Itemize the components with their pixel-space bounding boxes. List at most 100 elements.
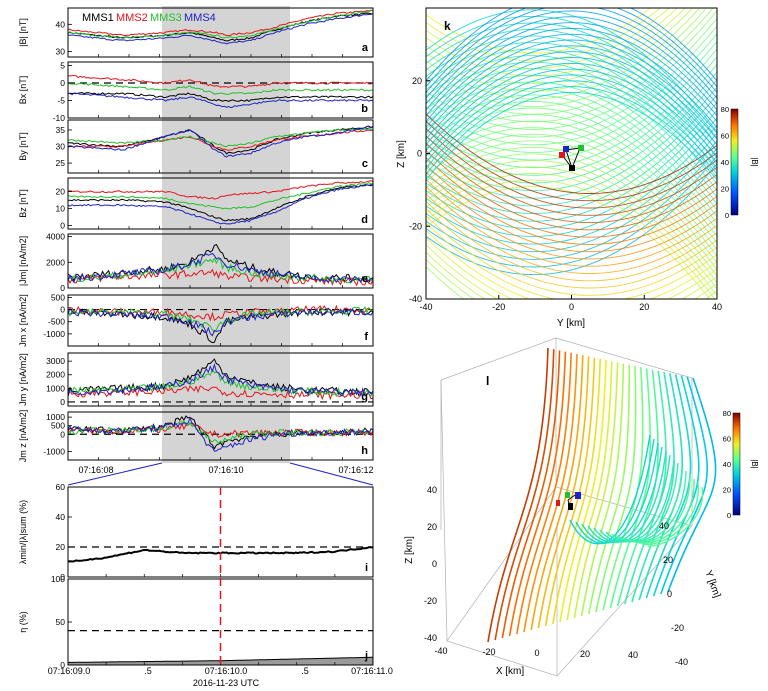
y-axis-label: By [nT] [18,132,28,161]
y-tick-label: 3000 [46,356,65,366]
y-tick-label: 20 [56,542,66,552]
y-tick-label: -500 [48,317,65,327]
y-tick-label: 500 [51,421,65,431]
panel-k-xlabel: Y [km] [557,318,585,329]
bottom-time-tick: 07:16:09.0 [48,666,91,676]
colorbar-tick: 80 [723,409,731,418]
colorbar-l [732,412,741,516]
y-axis-label: |Jm| [nA/m2] [18,236,28,286]
series-line-mms1 [67,92,374,103]
y-tick-label: 35 [56,125,66,135]
panel-d: 0 10 20 Bz [nT] d [18,177,374,231]
l-x-tick: 40 [628,650,638,660]
mms3-marker [578,145,584,151]
panel-label: e [362,273,368,285]
panel-l-ylabel: Y [km] [702,569,722,599]
series-line-mms4 [67,92,374,109]
y-tick-label: 40 [56,512,66,522]
k-y-tick: -20 [409,221,422,231]
y-tick-label: 0 [60,283,65,293]
legend: MMS1 MMS2 MMS3 MMS4 [82,12,216,24]
colorbar-k [730,108,739,216]
panel-l-xlabel: X [km] [496,666,525,677]
series-line-mms2 [67,75,374,89]
bottom-time-tick: 07:16:10.0 [205,666,248,676]
colorbar-tick: 0 [725,211,729,220]
y-tick-label: 500 [51,292,65,302]
top-time-tick: 07:16:10 [208,465,243,475]
panel-b: -10 -5 0 5 Bx [nT] b [18,61,374,123]
y-axis-label: η (%) [18,611,28,633]
panel-f: -1000 -500 0 500 Jm x [nA/m2] f [18,292,374,347]
legend-mms4: MMS4 [184,12,216,24]
k-y-tick: 20 [412,76,422,86]
y-tick-label: 30 [56,47,66,57]
colorbar-k-label: |B| [750,157,759,167]
k-y-tick: -40 [409,294,422,304]
mms2-marker [559,152,565,158]
y-tick-label: 30 [56,142,66,152]
y-tick-label: 50 [56,617,66,627]
panel-l-lines [487,347,717,643]
y-tick-label: 60 [56,482,66,492]
y-axis-label: Bz [nT] [18,189,28,218]
colorbar-k-ticks: 0 20 40 60 80 [721,105,729,220]
series-line-mms1 [67,183,374,222]
l-z-tick: 40 [427,485,437,495]
y-tick-label: -1000 [43,446,65,456]
k-x-tick: -20 [492,302,505,312]
k-x-tick: 0 [569,302,574,312]
time-series-panels: 30 40 |B| [nT] a -10 -5 0 5 Bx [nT] b 25 30 35 By [nT… [18,7,374,670]
panel-label: f [364,331,368,343]
y-tick-label: 20 [56,187,66,197]
k-x-tick: -40 [419,302,432,312]
series-line-mms1 [67,358,374,397]
panel-label: h [361,445,368,457]
panel-label-l: l [486,374,489,388]
panel-j: 0 50 100 η (%) j [18,574,374,670]
top-time-axis: 07:16:08 07:16:10 07:16:12 [78,465,373,475]
panel-label: j [364,650,368,662]
series-line-mms4 [67,126,374,158]
k-x-tick: 20 [639,302,649,312]
panel-label-k: k [444,19,451,33]
y-tick-label: 2000 [46,257,65,267]
y-axis-label: Bx [nT] [18,76,28,105]
series-line-mms2 [67,422,374,439]
y-tick-label: 0 [60,660,65,670]
legend-mms2: MMS2 [116,12,148,24]
y-tick-label: -1000 [43,329,65,339]
y-tick-label: -5 [57,96,65,106]
colorbar-tick: 20 [723,486,731,495]
y-axis-label: Jm z [nA/m2] [18,410,28,463]
spacecraft-tetrahedron-k [559,145,584,171]
colorbar-tick: 40 [723,460,731,469]
l-y-tick: -20 [671,623,684,633]
l-x-tick: -20 [482,647,495,657]
bottom-time-tick: .5 [301,666,309,676]
bottom-time-tick: .5 [144,666,152,676]
colorbar-tick: 60 [721,132,729,141]
panel-label: c [362,158,368,170]
l-y-tick: -40 [675,657,688,667]
bottom-time-axis: 07:16:09.0 .5 07:16:10.0 .5 07:16:11.0 2… [48,666,393,688]
bottom-time-tick: 07:16:11.0 [351,666,393,676]
l-z-tick: 20 [427,522,437,532]
y-axis-label: |B| [nT] [18,18,28,47]
mms1-marker [569,165,575,171]
series-line-mms3 [67,81,374,95]
panel-a: 30 40 |B| [nT] a [18,7,374,58]
l-z-tick: -20 [424,596,437,606]
panel-c: 25 30 35 By [nT] c [18,119,374,174]
series-line-mms4 [67,13,374,45]
y-tick-label: 10 [56,204,66,214]
y-tick-label: 4000 [46,232,65,242]
y-tick-label: 25 [56,158,66,168]
panel-k-axes: -40 -20 0 20 40 -40 -20 0 20 [409,76,722,312]
legend-mms1: MMS1 [82,12,114,24]
zoom-line-right [289,462,374,486]
mms1-marker [568,503,573,510]
top-time-tick: 07:16:08 [78,465,113,475]
panel-label: b [361,103,368,115]
